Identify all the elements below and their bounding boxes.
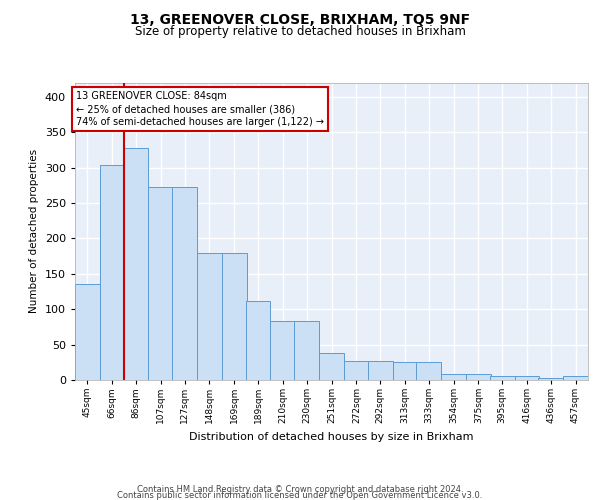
Bar bbox=[368, 361, 392, 380]
Bar bbox=[197, 252, 222, 380]
Bar bbox=[392, 362, 418, 380]
Text: 13, GREENOVER CLOSE, BRIXHAM, TQ5 9NF: 13, GREENOVER CLOSE, BRIXHAM, TQ5 9NF bbox=[130, 12, 470, 26]
Bar bbox=[490, 376, 515, 380]
Bar bbox=[271, 320, 295, 380]
Bar bbox=[172, 188, 197, 380]
Bar bbox=[148, 188, 173, 380]
Text: Contains public sector information licensed under the Open Government Licence v3: Contains public sector information licen… bbox=[118, 491, 482, 500]
Bar bbox=[245, 300, 271, 380]
Bar bbox=[416, 362, 441, 380]
Bar bbox=[344, 361, 369, 380]
Bar bbox=[538, 378, 563, 380]
Bar bbox=[441, 374, 466, 380]
Bar bbox=[294, 320, 319, 380]
X-axis label: Distribution of detached houses by size in Brixham: Distribution of detached houses by size … bbox=[189, 432, 474, 442]
Bar bbox=[124, 148, 148, 380]
Bar bbox=[222, 252, 247, 380]
Text: Size of property relative to detached houses in Brixham: Size of property relative to detached ho… bbox=[134, 25, 466, 38]
Bar bbox=[515, 376, 539, 380]
Bar bbox=[466, 374, 491, 380]
Y-axis label: Number of detached properties: Number of detached properties bbox=[29, 149, 39, 314]
Text: Contains HM Land Registry data © Crown copyright and database right 2024.: Contains HM Land Registry data © Crown c… bbox=[137, 484, 463, 494]
Bar bbox=[319, 353, 344, 380]
Bar bbox=[563, 376, 588, 380]
Bar bbox=[75, 284, 100, 380]
Text: 13 GREENOVER CLOSE: 84sqm
← 25% of detached houses are smaller (386)
74% of semi: 13 GREENOVER CLOSE: 84sqm ← 25% of detac… bbox=[76, 91, 324, 128]
Bar bbox=[100, 166, 125, 380]
